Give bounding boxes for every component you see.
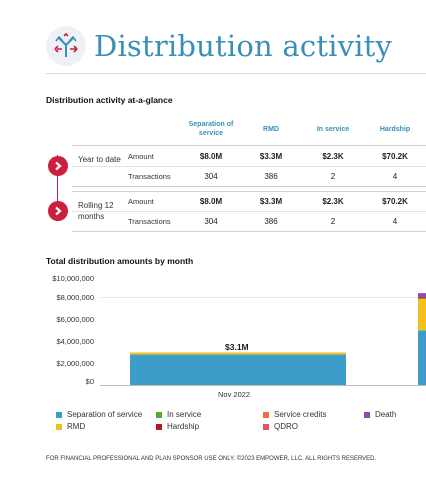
table-row: Transactions 304 386 2 4 <box>72 212 426 232</box>
table-cell: 2 <box>330 172 336 181</box>
row-label: Amount <box>128 152 154 161</box>
col-header-in-service: In service <box>316 126 350 133</box>
table-cell: $70.2K <box>382 152 408 161</box>
table-cell: $2.3K <box>322 197 344 206</box>
y-tick-label: $4,000,000 <box>56 337 94 346</box>
legend-swatch <box>263 423 269 430</box>
direction-arrows-icon <box>46 26 86 66</box>
row-label: Amount <box>128 197 154 206</box>
table-cell: 386 <box>264 172 278 181</box>
bar-segment <box>418 298 426 299</box>
legend-item: Death <box>364 410 396 419</box>
table-row: Transactions 304 386 2 4 <box>72 167 426 187</box>
page-header: Distribution activity <box>46 26 392 66</box>
glance-title: Distribution activity at-a-glance <box>46 95 173 105</box>
bar-segment <box>418 330 426 385</box>
legend-label: RMD <box>67 422 86 431</box>
legend-label: Hardship <box>167 422 200 431</box>
legend-item: Separation of service <box>56 410 142 419</box>
legend-label: Death <box>375 410 397 419</box>
bar-segment <box>418 298 426 331</box>
timeline-line <box>57 155 58 215</box>
bar-segment <box>130 352 346 355</box>
legend-label: Service credits <box>274 410 327 419</box>
table-cell: $2.3K <box>322 152 344 161</box>
table-cell: $3.3M <box>259 152 283 161</box>
table-cell: $8.0M <box>199 197 223 206</box>
group-rolling-12-months: Rolling 12 months Amount $8.0M $3.3M $2.… <box>72 191 426 232</box>
table-cell: 4 <box>392 217 398 226</box>
y-tick-label: $0 <box>85 377 94 386</box>
table-cell: 304 <box>204 217 218 226</box>
legend-item: RMD <box>56 422 85 431</box>
row-label: Transactions <box>128 217 171 226</box>
table-cell: 386 <box>264 217 278 226</box>
y-tick-label: $6,000,000 <box>56 315 94 324</box>
table-cell: 304 <box>204 172 218 181</box>
group-label: Year to date <box>78 155 121 164</box>
col-header-rmd: RMD <box>263 126 279 133</box>
legend-swatch <box>156 411 162 418</box>
legend-label: In service <box>167 410 202 419</box>
col-header-hardship: Hardship <box>379 126 411 133</box>
group-label: Rolling 12 months <box>78 201 114 221</box>
table-row: Amount $8.0M $3.3M $2.3K $70.2K <box>72 147 426 167</box>
legend-swatch <box>364 411 370 418</box>
legend-item: Hardship <box>156 422 199 431</box>
header-divider <box>46 73 426 74</box>
table-cell: $8.0M <box>199 152 223 161</box>
page-title: Distribution activity <box>94 29 393 63</box>
legend-swatch <box>56 423 62 430</box>
table-row: Amount $8.0M $3.3M $2.3K $70.2K <box>72 192 426 212</box>
col-header-separation: Separation of service <box>188 121 234 137</box>
table-cell: 2 <box>330 217 336 226</box>
bar-segment <box>130 354 346 385</box>
table-cell: $70.2K <box>382 197 408 206</box>
legend-swatch <box>56 411 62 418</box>
chart-title: Total distribution amounts by month <box>46 256 194 266</box>
row-label: Transactions <box>128 172 171 181</box>
chevron-right-icon <box>48 156 68 176</box>
table-cell: $3.3M <box>259 197 283 206</box>
legend-item: In service <box>156 410 201 419</box>
gridline <box>100 297 426 298</box>
footer-disclaimer: FOR FINANCIAL PROFESSIONAL AND PLAN SPON… <box>46 456 377 462</box>
chevron-right-icon <box>48 201 68 221</box>
legend-swatch <box>263 411 269 418</box>
y-tick-label: $8,000,000 <box>56 293 94 302</box>
legend-item: Service credits <box>263 410 326 419</box>
y-tick-label: $10,000,000 <box>52 274 94 283</box>
legend-item: QDRO <box>263 422 298 431</box>
legend-label: QDRO <box>274 422 298 431</box>
x-tick-label: Nov 2022 <box>218 390 251 399</box>
legend-label: Separation of service <box>67 410 143 419</box>
bar-data-label: $3.1M <box>225 342 249 352</box>
y-tick-label: $2,000,000 <box>56 359 94 368</box>
table-cell: 4 <box>392 172 398 181</box>
legend-swatch <box>156 423 162 430</box>
group-year-to-date: Year to date Amount $8.0M $3.3M $2.3K $7… <box>72 145 426 187</box>
